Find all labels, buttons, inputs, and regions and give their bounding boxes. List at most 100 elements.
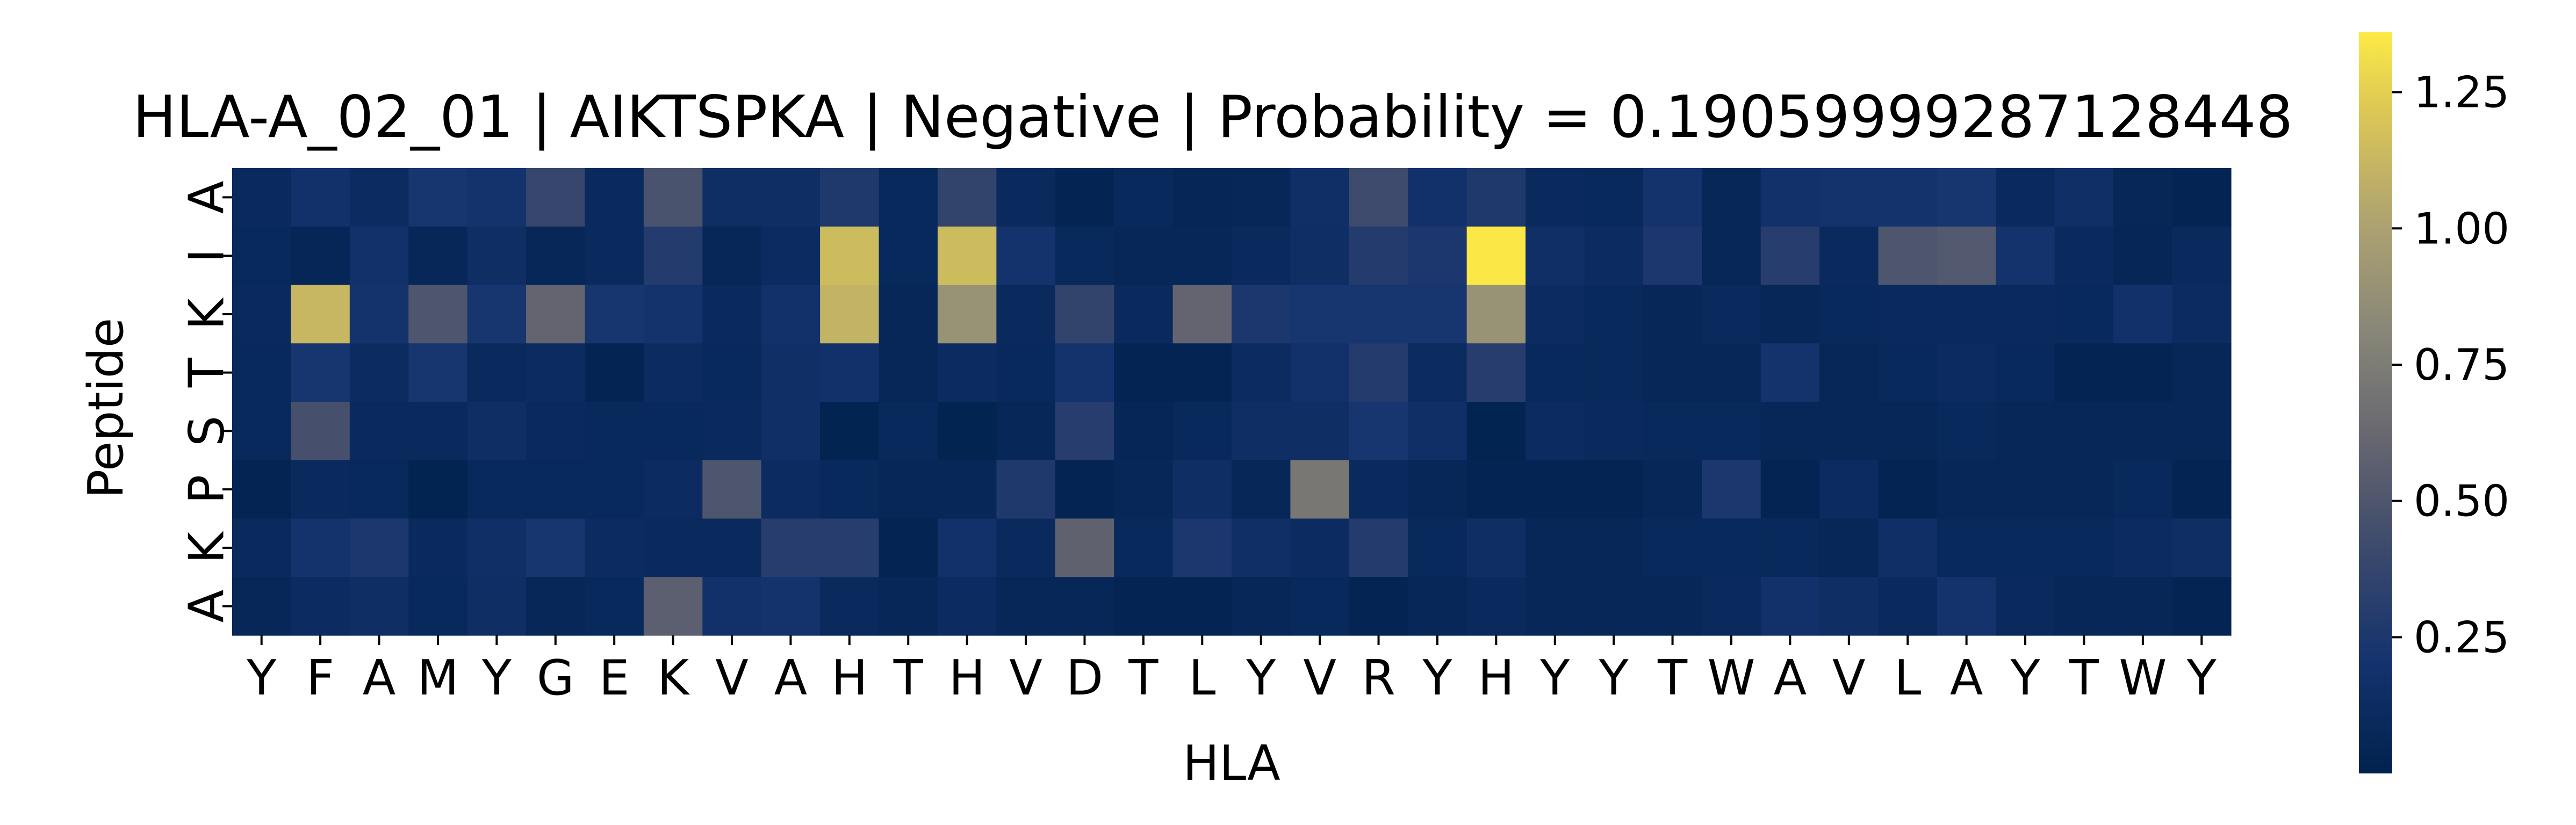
heatmap-cell (2172, 402, 2232, 461)
heatmap-cell (585, 518, 644, 577)
heatmap-cell (1114, 226, 1174, 286)
heatmap-cell (2172, 285, 2232, 344)
heatmap-cell (1055, 343, 1114, 402)
heatmap-cell (1819, 285, 1879, 344)
heatmap-cell (2172, 226, 2232, 286)
heatmap-cell (1232, 402, 1291, 461)
heatmap-cell (1466, 285, 1526, 344)
heatmap-cell (996, 168, 1056, 227)
y-tick-label: T (179, 357, 235, 388)
heatmap-cell (349, 226, 409, 286)
heatmap-cell (702, 577, 762, 636)
heatmap-cell (937, 226, 997, 286)
x-tick-label: Y (246, 650, 277, 706)
heatmap-cell (408, 518, 468, 577)
heatmap-cell (643, 285, 703, 344)
x-tick-label: G (537, 650, 574, 706)
heatmap-cell (1349, 226, 1408, 286)
heatmap-cell (1819, 460, 1879, 519)
heatmap-cell (879, 285, 938, 344)
heatmap-cell (2113, 460, 2173, 519)
heatmap-cell (761, 285, 821, 344)
heatmap-cell (820, 343, 880, 402)
heatmap-cell (1819, 343, 1879, 402)
heatmap-cell (1526, 518, 1585, 577)
heatmap-cell (526, 577, 586, 636)
heatmap-cell (937, 168, 997, 227)
colorbar-tick-label: 1.00 (2414, 204, 2509, 254)
heatmap-cell (1466, 460, 1526, 519)
heatmap-cell (702, 285, 762, 344)
heatmap-cell (1290, 402, 1350, 461)
heatmap-cell (1643, 226, 1702, 286)
heatmap-cell (1232, 226, 1291, 286)
heatmap-cell (1584, 460, 1644, 519)
heatmap-cell (408, 577, 468, 636)
heatmap-cell (232, 343, 292, 402)
heatmap-cell (1584, 577, 1644, 636)
heatmap-cell (643, 460, 703, 519)
heatmap-cell (879, 226, 938, 286)
heatmap-cell (937, 285, 997, 344)
heatmap-cell (761, 226, 821, 286)
heatmap-cell (467, 226, 527, 286)
heatmap-cell (408, 226, 468, 286)
heatmap-cell (643, 168, 703, 227)
heatmap-cell (467, 343, 527, 402)
x-tick-label: T (2069, 650, 2099, 706)
heatmap-cell (1172, 402, 1232, 461)
heatmap-cell (1878, 168, 1938, 227)
heatmap-cell (1937, 285, 1996, 344)
heatmap-cell (291, 168, 350, 227)
y-tick-label: I (179, 249, 235, 263)
heatmap-cell (467, 460, 527, 519)
heatmap-cell (1702, 343, 1761, 402)
heatmap-cell (643, 577, 703, 636)
heatmap-cell (1055, 577, 1114, 636)
heatmap-cell (1819, 518, 1879, 577)
heatmap-cell (1760, 518, 1820, 577)
heatmap-cell (349, 577, 409, 636)
heatmap-cell (1584, 226, 1644, 286)
x-tick-label: E (599, 650, 630, 706)
heatmap-cell (2054, 577, 2114, 636)
x-tick-label: V (715, 650, 749, 706)
heatmap-cell (408, 402, 468, 461)
x-tick-label: V (1832, 650, 1866, 706)
heatmap-cell (1937, 402, 1996, 461)
heatmap-cell (1643, 577, 1702, 636)
heatmap-cell (702, 460, 762, 519)
heatmap-cell (349, 343, 409, 402)
heatmap-cell (1172, 460, 1232, 519)
heatmap-cell (2113, 402, 2173, 461)
heatmap-cell (1055, 226, 1114, 286)
heatmap-cell (1878, 577, 1938, 636)
heatmap-cell (585, 577, 644, 636)
x-tick-label: M (417, 650, 459, 706)
heatmap-cell (820, 577, 880, 636)
heatmap-cell (1878, 285, 1938, 344)
x-tick-label: L (1189, 650, 1215, 706)
heatmap-cell (1466, 226, 1526, 286)
heatmap-cell (2054, 402, 2114, 461)
heatmap-cell (1937, 518, 1996, 577)
heatmap-cell (1232, 168, 1291, 227)
x-tick-label: Y (1539, 650, 1570, 706)
heatmap-cell (1996, 460, 2055, 519)
heatmap-cell (232, 226, 292, 286)
heatmap-cell (1760, 343, 1820, 402)
heatmap-cell (1114, 168, 1174, 227)
heatmap-cell (996, 226, 1056, 286)
x-tick-label: V (1009, 650, 1042, 706)
heatmap-cell (1114, 460, 1174, 519)
colorbar-tick-label: 0.25 (2414, 612, 2509, 662)
heatmap-cell (702, 226, 762, 286)
heatmap-cell (1172, 577, 1232, 636)
heatmap-cell (1819, 168, 1879, 227)
heatmap-cell (1937, 168, 1996, 227)
heatmap-cell (1937, 577, 1996, 636)
heatmap-cell (291, 460, 350, 519)
heatmap-cell (291, 226, 350, 286)
heatmap-cell (291, 577, 350, 636)
